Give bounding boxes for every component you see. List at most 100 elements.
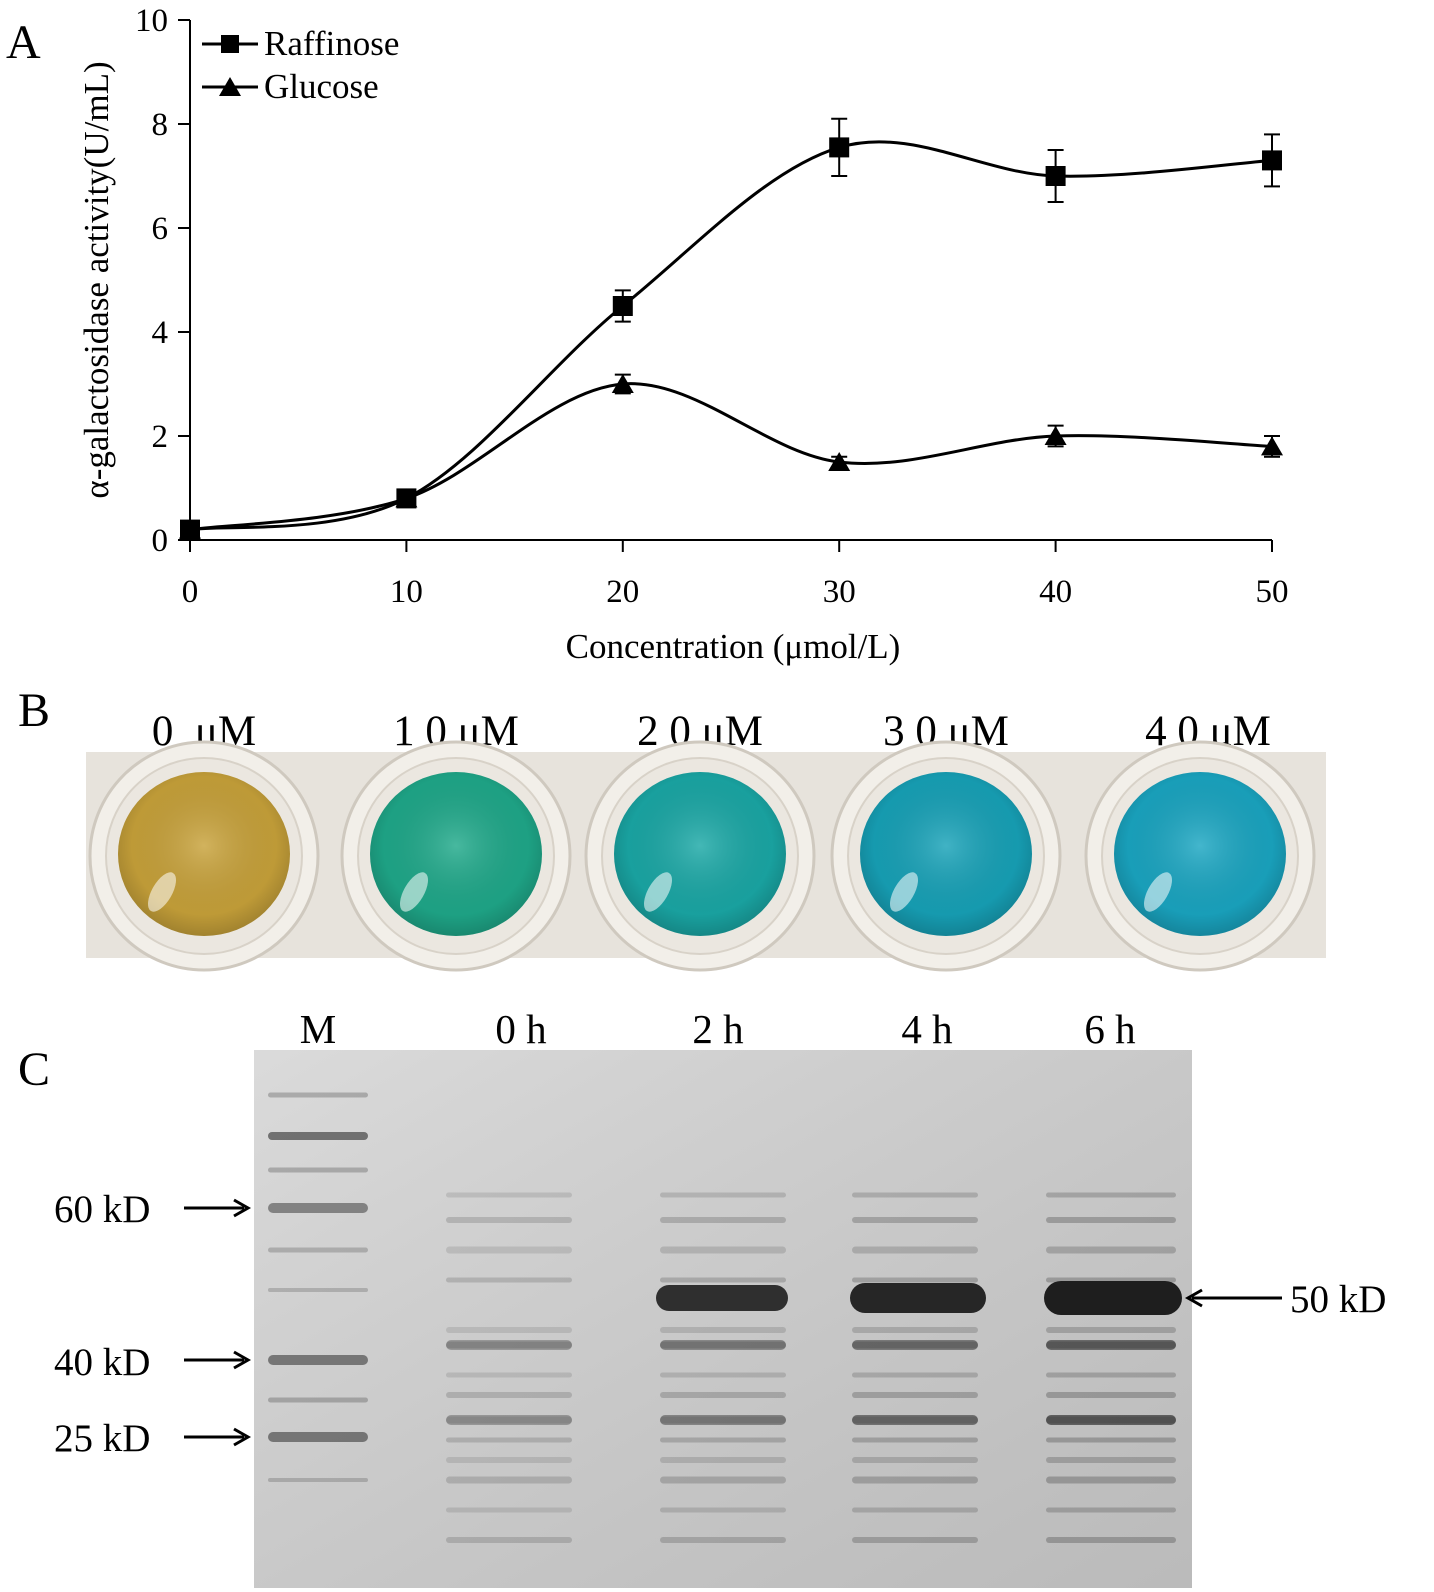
sample-band	[852, 1507, 978, 1513]
sample-band	[446, 1537, 572, 1543]
sample-band	[446, 1246, 572, 1254]
sample-band	[660, 1507, 786, 1513]
lane-label-2h: 2 h	[692, 1006, 743, 1052]
sample-band	[660, 1476, 786, 1484]
panel-a-letter: A	[6, 16, 41, 69]
marker-annotation-60: 60 kD	[54, 1188, 252, 1231]
x-axis: 0 10 20 30 40 50	[182, 539, 1289, 610]
sample-band	[852, 1437, 978, 1443]
ladder-band	[268, 1432, 368, 1442]
sample-band	[660, 1246, 786, 1254]
sample-band	[446, 1437, 572, 1443]
legend-label-raffinose: Raffinose	[264, 24, 399, 63]
sample-band	[446, 1327, 572, 1333]
sample-band	[446, 1416, 572, 1424]
well-1	[340, 740, 572, 972]
series-glucose	[179, 373, 1283, 539]
marker-label-50kd: 50 kD	[1290, 1278, 1386, 1321]
arrow-25kd-head	[233, 1427, 252, 1447]
well-plate-photo	[86, 740, 1326, 972]
well-reflection	[148, 872, 176, 912]
wells	[88, 740, 1316, 972]
sample-band	[852, 1327, 978, 1333]
sample-band	[1046, 1217, 1176, 1223]
sample-band	[660, 1416, 786, 1424]
marker-annotation-25: 25 kD	[54, 1417, 252, 1460]
sample-band	[446, 1415, 572, 1425]
x-tick-label: 50	[1256, 574, 1289, 610]
series-line-glucose	[189, 382, 1273, 532]
well-liquid-shade	[118, 772, 290, 936]
sample-band	[446, 1507, 572, 1513]
well-liquid-shade	[860, 772, 1032, 936]
x-tick-label: 10	[390, 574, 423, 610]
panel-b: B 0 μM 1 0 μM 2 0 μM 3 0 μM 4 0 μM	[18, 684, 1326, 972]
panel-b-letter: B	[18, 684, 50, 737]
sample-band	[852, 1372, 978, 1378]
sample-band	[446, 1476, 572, 1484]
data-point-raffinose	[829, 137, 850, 158]
sample-band	[446, 1217, 572, 1223]
sample-band	[852, 1277, 978, 1283]
ladder-band	[268, 1397, 368, 1403]
sample-band	[852, 1192, 978, 1198]
sample-band	[446, 1277, 572, 1283]
y-axis: 0 2 4 6 8 10	[135, 3, 191, 559]
marker-label-40kd: 40 kD	[54, 1341, 150, 1384]
data-point-glucose	[1261, 436, 1283, 456]
sample-band	[446, 1372, 572, 1378]
x-tick-label: 0	[182, 574, 199, 610]
data-point-glucose	[179, 519, 201, 539]
ladder-band	[268, 1132, 368, 1140]
x-tick-label: 40	[1039, 574, 1072, 610]
sample-band	[1046, 1246, 1176, 1254]
y-tick-label: 6	[152, 211, 169, 247]
sample-band	[1046, 1392, 1176, 1398]
lane-label-6h: 6 h	[1084, 1006, 1135, 1052]
well-2	[584, 740, 816, 972]
sample-band	[446, 1457, 572, 1463]
legend-label-glucose: Glucose	[264, 67, 379, 106]
sample-band	[660, 1192, 786, 1198]
sample-band	[660, 1327, 786, 1333]
legend-marker-square	[221, 35, 239, 53]
arrow-40kd-head	[233, 1350, 252, 1370]
y-axis-title: α-galactosidase activity(U/mL)	[77, 61, 116, 498]
sample-band	[852, 1341, 978, 1349]
sample-band	[1046, 1476, 1176, 1484]
sample-band	[660, 1457, 786, 1463]
sample-band	[852, 1457, 978, 1463]
well-liquid-shade	[614, 772, 786, 936]
protein-band-4h	[850, 1283, 986, 1313]
well-0	[88, 740, 320, 972]
ladder-band	[268, 1092, 368, 1098]
sample-band	[1046, 1372, 1176, 1378]
sample-band	[660, 1340, 786, 1350]
legend-entry-raffinose: Raffinose	[202, 24, 399, 63]
sample-band	[660, 1537, 786, 1543]
ladder-band	[268, 1288, 368, 1292]
panel-a: A 0 2 4 6 8 10 0 10 20 30 40 50 Concentration (μmo…	[6, 3, 1289, 666]
chart-plot-area: 0 2 4 6 8 10 0 10 20 30 40 50 Concentration (μmol/…	[77, 3, 1289, 666]
ladder-band	[268, 1478, 368, 1482]
data-point-glucose	[611, 374, 634, 393]
sample-band	[1046, 1437, 1176, 1443]
lane-label-4h: 4 h	[901, 1006, 952, 1052]
data-point-glucose	[828, 452, 851, 471]
ladder-band	[268, 1247, 368, 1253]
panel-c-letter: C	[18, 1043, 50, 1096]
x-axis-title: Concentration (μmol/L)	[566, 627, 901, 666]
sample-band	[660, 1217, 786, 1223]
y-tick-label: 4	[152, 315, 169, 351]
sample-band	[1046, 1192, 1176, 1198]
marker-label-60kd: 60 kD	[54, 1188, 150, 1231]
sample-band	[446, 1392, 572, 1398]
sample-band	[446, 1340, 572, 1350]
marker-label-25kd: 25 kD	[54, 1417, 150, 1460]
y-tick-label: 8	[152, 107, 169, 143]
ladder-band	[268, 1203, 368, 1213]
legend: Raffinose Glucose	[202, 24, 399, 106]
data-point-glucose	[395, 488, 418, 508]
well-reflection	[644, 872, 672, 912]
